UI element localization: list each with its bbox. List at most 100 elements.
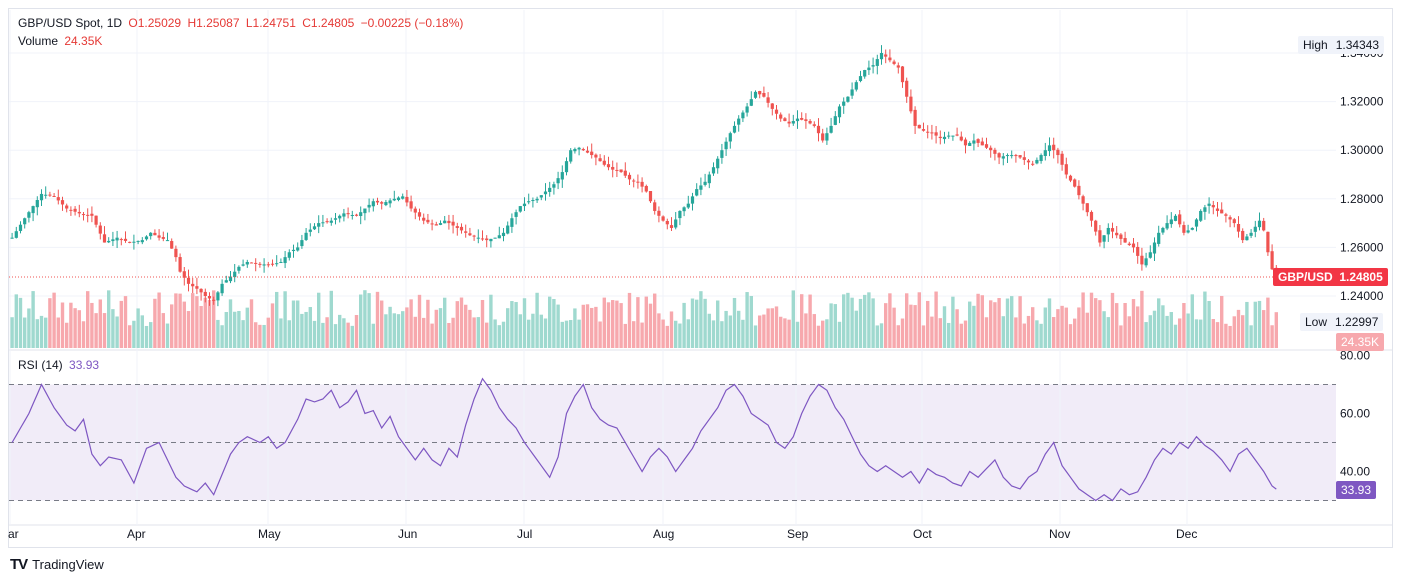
- volume-bar: [90, 302, 94, 348]
- volume-bar: [10, 317, 14, 348]
- volume-bar: [384, 314, 388, 348]
- volume-bar: [241, 320, 245, 348]
- volume-bar: [77, 310, 81, 348]
- rsi-tick-label: 40.00: [1340, 465, 1370, 479]
- candle-body: [984, 144, 989, 148]
- volume-bar: [829, 303, 833, 348]
- volume-bar: [657, 313, 661, 348]
- volume-bar: [1157, 298, 1161, 348]
- candle-body: [107, 240, 111, 243]
- candle-body: [905, 80, 909, 97]
- price-tick-label: 1.24000: [1340, 289, 1384, 303]
- volume-bar: [157, 292, 161, 348]
- volume-bar: [854, 310, 858, 348]
- high-tag-label: High: [1303, 38, 1328, 52]
- volume-label[interactable]: Volume: [18, 34, 59, 48]
- rsi-tick-label: 60.00: [1340, 407, 1370, 421]
- volume-bar: [1152, 310, 1157, 348]
- volume-bar: [783, 318, 787, 348]
- candle-body: [455, 226, 459, 228]
- volume-bar: [636, 297, 640, 348]
- volume-bar: [1010, 296, 1014, 348]
- candle-body: [1215, 208, 1220, 211]
- candle-body: [241, 264, 245, 266]
- volume-bar: [816, 325, 821, 348]
- candle-body: [560, 172, 564, 180]
- volume-bar: [312, 320, 317, 348]
- candle-body: [825, 133, 829, 141]
- brand-name[interactable]: TradingView: [32, 557, 104, 572]
- volume-bar: [333, 324, 338, 348]
- candle-body: [144, 236, 149, 240]
- candle-body: [539, 195, 543, 198]
- rsi-label[interactable]: RSI (14): [18, 358, 63, 372]
- candle-body: [270, 263, 275, 265]
- candle-body: [1043, 150, 1047, 156]
- volume-bar: [913, 305, 917, 348]
- volume-bar: [921, 325, 926, 348]
- volume-bar: [510, 301, 514, 348]
- volume-bar: [1211, 319, 1215, 348]
- volume-bar: [329, 290, 333, 348]
- candle-body: [892, 61, 896, 64]
- candle-body: [1064, 164, 1068, 175]
- candle-body: [951, 135, 955, 137]
- volume-bar: [443, 297, 447, 348]
- candle-body: [77, 211, 81, 214]
- volume-bar: [48, 298, 52, 348]
- volume-bar: [1077, 307, 1081, 348]
- candle-body: [770, 103, 774, 109]
- volume-bar: [363, 290, 367, 348]
- candle-body: [758, 91, 762, 95]
- candle-body: [968, 142, 972, 146]
- candle-body: [989, 147, 993, 151]
- volume-bar: [1043, 307, 1047, 348]
- time-tick-label: Oct: [913, 527, 932, 541]
- candle-body: [359, 212, 363, 217]
- volume-bar: [972, 305, 976, 348]
- candle-body: [657, 210, 661, 216]
- candle-body: [594, 154, 598, 158]
- candle-body: [1173, 215, 1178, 221]
- volume-bar: [1110, 292, 1115, 348]
- candle-body: [728, 133, 732, 142]
- candle-body: [426, 219, 430, 223]
- volume-bar: [459, 297, 464, 348]
- tradingview-logo-icon[interactable]: TV: [10, 556, 28, 573]
- symbol-title[interactable]: GBP/USD Spot, 1D: [18, 16, 123, 30]
- candle-body: [543, 191, 548, 195]
- candle-body: [380, 202, 384, 204]
- volume-bar: [371, 323, 375, 348]
- volume-bar: [573, 308, 577, 348]
- volume-bar: [296, 300, 300, 348]
- volume-bar: [111, 309, 115, 348]
- volume-bar: [732, 297, 737, 348]
- candle-body: [1098, 230, 1102, 243]
- candle-body: [178, 257, 182, 272]
- candle-body: [291, 249, 296, 252]
- volume-bar: [300, 313, 304, 348]
- volume-bar: [896, 325, 900, 348]
- candle-body: [699, 185, 703, 190]
- volume-bar: [884, 303, 888, 348]
- candle-body: [913, 109, 917, 126]
- volume-bar: [833, 304, 837, 348]
- candle-body: [783, 118, 787, 122]
- volume-bar: [863, 294, 867, 348]
- candle-body: [350, 215, 354, 216]
- candle-body: [791, 121, 795, 124]
- volume-bar: [850, 297, 854, 348]
- candle-body: [186, 277, 191, 284]
- candle-body: [1262, 220, 1266, 231]
- candle-body: [1270, 251, 1274, 270]
- candle-body: [342, 213, 346, 217]
- volume-bar: [417, 294, 422, 348]
- candle-body: [816, 125, 821, 134]
- volume-bar: [149, 322, 153, 348]
- candle-body: [648, 191, 653, 202]
- candle-body: [1110, 228, 1115, 232]
- volume-bar: [1144, 322, 1148, 348]
- volume-bar: [674, 320, 678, 348]
- volume-value: 24.35K: [64, 34, 103, 48]
